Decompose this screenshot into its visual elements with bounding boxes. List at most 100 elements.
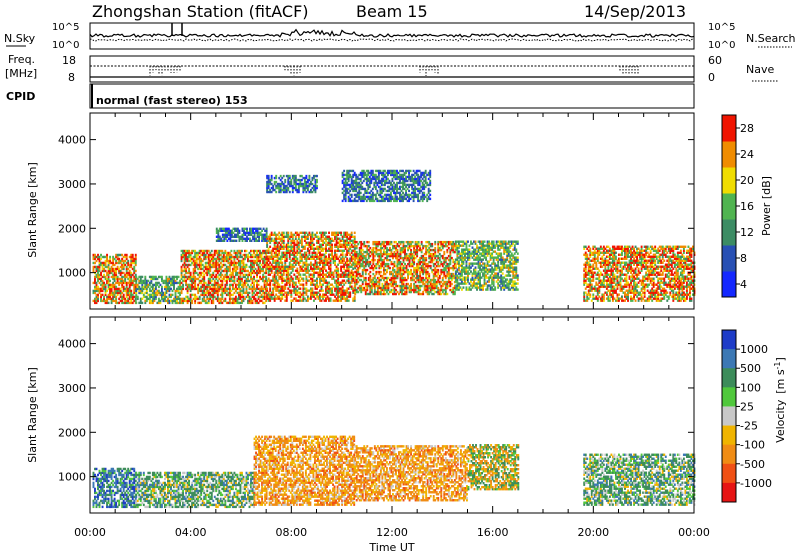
data-cell [135, 275, 138, 279]
data-cell [109, 293, 112, 297]
data-cell [100, 289, 102, 293]
data-cell [218, 285, 221, 289]
data-cell [237, 291, 240, 295]
data-cell [167, 277, 169, 281]
data-cell [233, 287, 236, 291]
data-cell [163, 291, 166, 295]
data-cell [216, 251, 219, 255]
data-cell [221, 289, 224, 293]
data-cell [191, 283, 194, 287]
data-cell [250, 267, 252, 271]
data-cell [222, 263, 225, 267]
data-cell [130, 295, 133, 299]
data-cell [201, 291, 204, 295]
data-cell [185, 257, 188, 261]
data-cell [216, 297, 219, 301]
data-cell [95, 281, 98, 285]
data-cell [134, 297, 137, 301]
data-cell [188, 267, 191, 271]
data-cell [128, 271, 131, 275]
data-cell [215, 289, 218, 293]
data-cell [186, 299, 189, 303]
data-cell [157, 299, 160, 303]
data-cell [131, 297, 134, 301]
data-cell [218, 277, 221, 281]
data-cell [244, 275, 246, 279]
data-cell [191, 281, 194, 285]
data-cell [188, 277, 191, 281]
data-cell [97, 293, 99, 297]
data-cell [225, 293, 228, 297]
data-cell [97, 285, 99, 289]
data-cell [97, 289, 99, 293]
data-cell [209, 259, 212, 263]
data-cell [113, 293, 116, 297]
data-cell [134, 263, 137, 267]
data-cell [411, 240, 414, 244]
data-cell [247, 259, 249, 263]
data-cell [183, 269, 186, 273]
data-cell [222, 287, 225, 291]
data-cell [227, 291, 230, 295]
data-cell [148, 281, 151, 285]
data-cell [227, 259, 230, 263]
data-cell [242, 295, 245, 299]
data-cell [95, 301, 98, 305]
data-cell [206, 287, 209, 291]
data-cell [231, 287, 234, 291]
data-cell [189, 251, 192, 255]
data-cell [215, 249, 218, 253]
data-cell [200, 267, 203, 271]
data-cell [410, 268, 413, 272]
data-cell [163, 297, 166, 301]
data-cell [106, 299, 109, 303]
data-cell [94, 291, 96, 295]
data-cell [110, 293, 113, 297]
data-cell [516, 252, 519, 255]
data-cell [160, 295, 163, 299]
data-cell [265, 299, 268, 303]
data-cell [122, 275, 125, 279]
data-cell [250, 283, 252, 287]
data-cell [174, 301, 177, 305]
data-cell [118, 289, 121, 293]
data-cell [148, 295, 151, 299]
data-cell [329, 297, 332, 300]
data-cell [182, 251, 185, 255]
data-cell [492, 240, 495, 243]
data-cell [112, 255, 115, 259]
data-cell [131, 295, 134, 299]
data-cell [194, 299, 197, 303]
data-cell [210, 257, 213, 261]
data-cell [230, 273, 233, 277]
data-cell [127, 291, 130, 295]
data-cell [115, 291, 118, 295]
data-cell [204, 267, 207, 271]
data-cell [244, 249, 246, 253]
data-cell [97, 273, 99, 277]
data-cell [241, 289, 243, 293]
data-cell [216, 293, 219, 297]
data-cell [189, 255, 192, 259]
data-cell [130, 259, 133, 263]
data-cell [204, 287, 207, 291]
data-cell [109, 295, 112, 299]
data-cell [233, 297, 236, 301]
data-cell [174, 299, 177, 303]
data-cell [195, 263, 198, 267]
data-cell [245, 281, 248, 285]
data-cell [107, 301, 110, 305]
data-cell [94, 287, 96, 291]
data-cell [245, 295, 248, 299]
data-cell [109, 269, 112, 273]
data-cell [122, 261, 125, 265]
data-cell [225, 255, 228, 259]
data-cell [121, 267, 124, 271]
data-cell [212, 259, 215, 263]
data-cell [242, 291, 245, 295]
data-cell [248, 299, 251, 303]
data-cell [168, 299, 171, 303]
data-cell [151, 287, 154, 291]
data-cell [251, 267, 254, 271]
data-cell [234, 283, 237, 287]
